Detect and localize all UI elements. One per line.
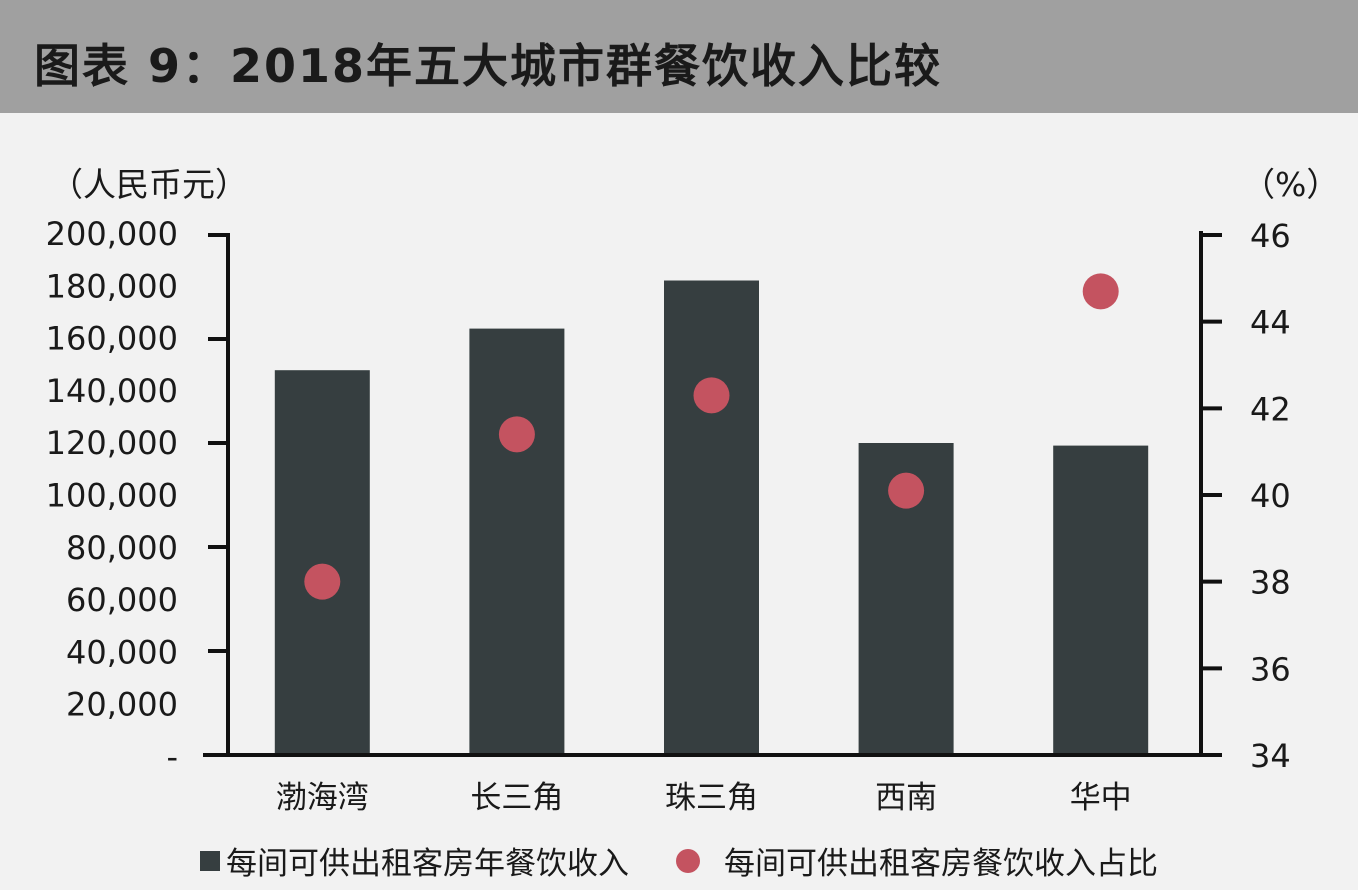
left-tick-label: 200,000 — [46, 215, 178, 253]
left-tick-label: 160,000 — [46, 320, 178, 358]
left-tick-label: 180,000 — [46, 267, 178, 305]
dot-华中 — [1082, 273, 1119, 310]
bar-长三角 — [469, 328, 565, 755]
left-tick-label: 20,000 — [66, 686, 178, 724]
left-tick-label: - — [166, 738, 178, 776]
x-tick-label: 珠三角 — [665, 780, 758, 816]
right-tick-label: 36 — [1250, 650, 1291, 688]
left-tick-label: 120,000 — [46, 424, 178, 462]
right-axis-unit: （%） — [1242, 165, 1340, 204]
legend-bar-swatch — [200, 850, 220, 871]
x-tick-label: 渤海湾 — [276, 780, 369, 816]
legend-item-dot: 每间可供出租客房餐饮收入占比 — [676, 838, 1158, 883]
dot-渤海湾 — [304, 563, 341, 600]
left-tick-label: 100,000 — [46, 477, 178, 515]
legend-bar-label: 每间可供出租客房年餐饮收入 — [226, 846, 629, 882]
right-tick-label: 46 — [1250, 217, 1291, 255]
right-tick-label: 42 — [1250, 390, 1291, 428]
left-tick-label: 40,000 — [66, 633, 178, 671]
dot-西南 — [888, 472, 925, 509]
bar-渤海湾 — [274, 370, 370, 755]
left-tick-label: 80,000 — [66, 529, 178, 567]
right-tick-label: 44 — [1250, 304, 1291, 342]
legend-dot-swatch — [676, 848, 700, 873]
legend-dot-label: 每间可供出租客房餐饮收入占比 — [724, 846, 1158, 882]
bar-华中 — [1053, 445, 1149, 755]
chart-title: 图表 9：2018年五大城市群餐饮收入比较 — [34, 39, 943, 93]
right-tick-label: 38 — [1250, 564, 1291, 602]
dot-长三角 — [498, 416, 535, 453]
title-bar: 图表 9：2018年五大城市群餐饮收入比较 — [0, 0, 1358, 113]
right-tick-label: 40 — [1250, 477, 1291, 515]
x-tick-label: 华中 — [1070, 780, 1132, 816]
x-tick-label: 长三角 — [470, 780, 563, 816]
bar-珠三角 — [664, 280, 759, 755]
left-tick-label: 60,000 — [66, 581, 178, 619]
dot-珠三角 — [693, 377, 730, 414]
right-tick-label: 34 — [1250, 737, 1291, 775]
legend-item-bar: 每间可供出租客房年餐饮收入 — [200, 838, 629, 883]
x-tick-label: 西南 — [875, 780, 937, 816]
legend: 每间可供出租客房年餐饮收入 每间可供出租客房餐饮收入占比 — [0, 838, 1358, 882]
left-axis-unit: （人民币元） — [50, 165, 248, 204]
left-tick-label: 140,000 — [46, 372, 178, 410]
